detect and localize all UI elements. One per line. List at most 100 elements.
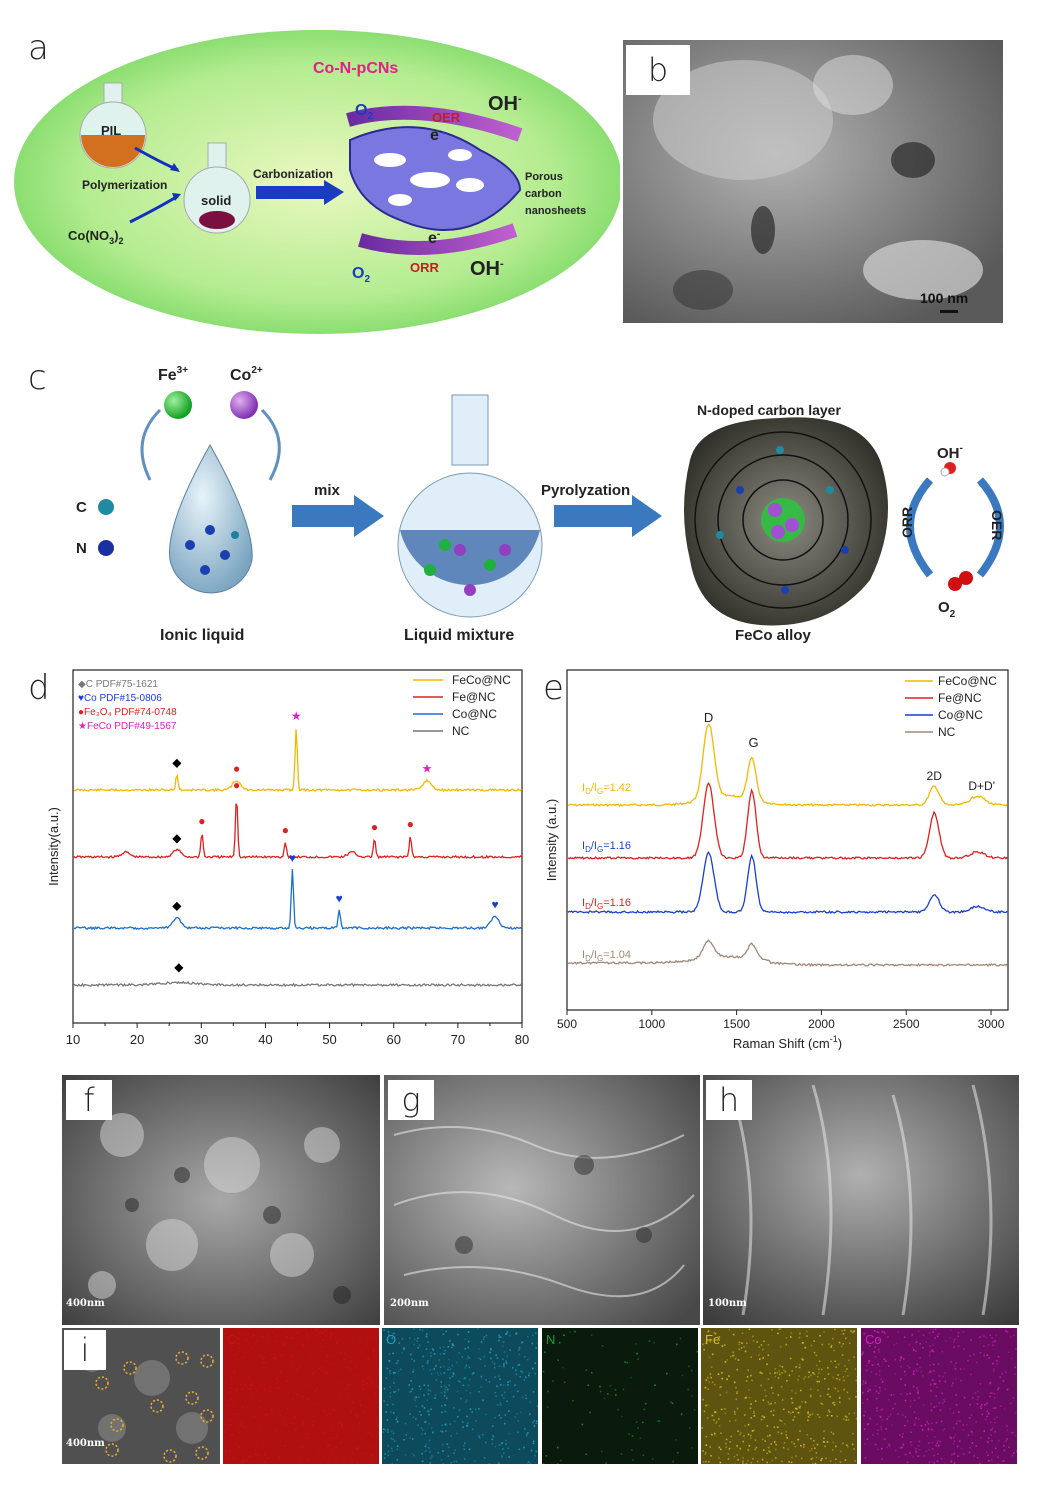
xrd-series-NC (73, 980, 523, 988)
raman-x-tick-label: 3000 (978, 1017, 1005, 1031)
eds-map-label: Co (865, 1332, 882, 1347)
xrd-peak-marker: ● (233, 762, 240, 776)
mix-arrow (292, 505, 354, 527)
raman-series-Fe@NC (567, 781, 1008, 860)
xrd-peak-marker: ● (233, 778, 240, 792)
n-doped-label: N-doped carbon layer (697, 402, 841, 418)
solid-residue (199, 211, 235, 229)
pyrolyzation-label: Pyrolyzation (541, 482, 630, 499)
raman-series-Co@NC (567, 850, 1008, 915)
xrd-peak-marker: ♥ (491, 897, 498, 911)
xrd-peak-marker: ● (282, 823, 289, 837)
polymerization-label: Polymerization (82, 178, 167, 192)
raman-series-NC (567, 939, 1008, 967)
xrd-peak-marker: ◆ (172, 831, 182, 845)
raman-series-FeCo@NC (567, 723, 1008, 807)
eds-map-label: N (546, 1332, 556, 1347)
scale-bar-f: 400nm (66, 1298, 105, 1309)
raman-x-tick-label: 2000 (808, 1017, 835, 1031)
xrd-series-Co@NC (73, 869, 522, 931)
xrd-reference-legend-item: ♥Co PDF#15-0806 (78, 693, 162, 704)
xrd-x-tick-label: 10 (66, 1032, 80, 1047)
raman-peak-label-d: D (704, 710, 713, 725)
xrd-x-tick-label: 40 (258, 1032, 272, 1047)
panel-g-sem-image (384, 1075, 700, 1325)
pyrolyzation-arrow (554, 505, 632, 527)
mix-label: mix (314, 482, 341, 499)
o2-bottom: O2 (352, 265, 370, 285)
o2-label-c: O2 (938, 599, 956, 620)
xrd-peak-marker: ◆ (174, 960, 184, 974)
scale-bar-i: 400nm (66, 1438, 105, 1449)
raman-y-axis-label: Intensity (a.u.) (544, 799, 559, 881)
raman-legend-label: Co@NC (938, 708, 983, 722)
xrd-x-tick-label: 20 (130, 1032, 144, 1047)
panel-letter-h: h (706, 1080, 752, 1120)
n-atom-label: N (76, 540, 87, 557)
panel-h-sem-image (703, 1075, 1019, 1325)
xrd-chart: 10203040506070802θ (degree)Intensity(a.u… (46, 669, 529, 1047)
orr-cycle-arrow (906, 477, 934, 578)
orr-label: ORR (410, 260, 440, 275)
raman-chart: 500 1000 1500 2000 2500 3000 Raman Shift (cm-1… (544, 669, 1009, 1050)
xrd-peak-marker: ◆ (172, 756, 182, 770)
eds-map-co: Co (861, 1328, 1017, 1464)
panel-letter-f: f (66, 1080, 112, 1120)
xrd-peak-marker: ● (198, 814, 205, 828)
xrd-peak-marker: ★ (422, 762, 433, 776)
oer-cycle-arrow (976, 477, 1004, 578)
panel-f-sem-image (62, 1075, 380, 1325)
xrd-x-tick-label: 30 (194, 1032, 208, 1047)
co-ion-label: Co2+ (230, 365, 263, 384)
oh-top: OH- (488, 93, 522, 115)
carbonization-label: Carbonization (253, 167, 333, 181)
xrd-x-tick-label: 50 (322, 1032, 336, 1047)
porous-3: nanosheets (525, 205, 586, 217)
liquid-mixture-label: Liquid mixture (404, 627, 514, 644)
curved-arrow-left (140, 408, 162, 481)
xrd-reference-legend-item: ◆C PDF#75-1621 (78, 679, 158, 690)
panel-a-schematic: Co-N-pCNs PIL Polymerization Co(NO3)2 so… (14, 30, 620, 334)
e-bottom: e- (428, 229, 440, 247)
e-top: e- (430, 126, 442, 144)
xrd-peak-marker: ♥ (289, 851, 296, 865)
co-salt-label: Co(NO3)2 (68, 228, 124, 246)
raman-x-tick-label: 500 (557, 1017, 577, 1031)
co-ion-sphere (230, 391, 258, 419)
scale-bar-h: 100nm (708, 1298, 747, 1309)
panel-letter-b: b (626, 45, 690, 95)
raman-ratio-label: ID/IG=1.42 (582, 782, 631, 796)
porous-1: Porous (525, 171, 563, 183)
panel-letter-c: c (28, 358, 47, 398)
panel-letter-g: g (388, 1080, 434, 1120)
oer-arrow (346, 105, 523, 142)
eds-map-label: O (386, 1332, 397, 1347)
raman-plot-frame (566, 669, 1009, 1011)
scale-bar-g: 200nm (390, 1298, 429, 1309)
feco-alloy-label: FeCo alloy (735, 627, 812, 644)
raman-peak-label-dd: D+D' (968, 779, 995, 793)
xrd-peak-marker: ● (371, 820, 378, 834)
panel-letter-a: a (28, 28, 49, 68)
panel-letter-e: e (543, 668, 564, 708)
panel-c-schematic: Fe3+ Co2+ C N Ionic liquid mix Liquid mi… (76, 365, 1005, 644)
solid-label: solid (201, 193, 231, 208)
xrd-legend-label: Fe@NC (452, 690, 496, 704)
xrd-series-Fe@NC (73, 803, 522, 860)
scale-bar-b-line (940, 310, 958, 313)
pil-liquid (81, 135, 145, 167)
eds-map-c: C (223, 1328, 379, 1464)
xrd-legend-label: FeCo@NC (452, 673, 511, 687)
xrd-peak-marker: ● (407, 817, 414, 831)
raman-ratio-label: ID/IG=1.16 (582, 840, 631, 854)
oer-label-c: OER (989, 510, 1005, 540)
raman-peak-label-g: G (749, 735, 759, 750)
pil-label: PIL (101, 123, 121, 138)
c-atom-label: C (76, 499, 87, 516)
porous-2: carbon (525, 188, 562, 200)
panel-letter-i: i (64, 1330, 106, 1370)
raman-ratio-label: ID/IG=1.04 (582, 949, 631, 963)
oh-bottom: OH- (470, 258, 504, 280)
xrd-peak-marker: ◆ (172, 899, 182, 913)
xrd-y-axis-label: Intensity(a.u.) (46, 807, 61, 886)
